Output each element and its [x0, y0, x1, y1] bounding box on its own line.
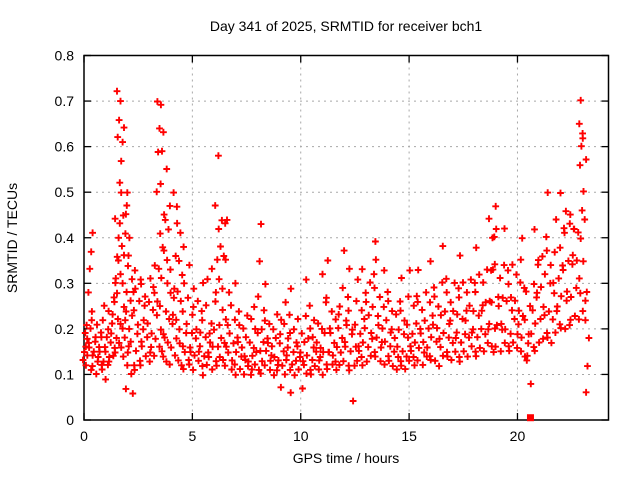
y-tick-label: 0.6 [55, 139, 75, 155]
y-tick-label: 0.8 [55, 48, 75, 64]
y-tick-label: 0.5 [55, 184, 75, 200]
y-tick-label: 0.7 [55, 93, 75, 109]
tick-labels: 0 5 10 15 20 0 0.1 0.2 0.3 0.4 0.5 0.6 0.7 0.8 [55, 48, 526, 445]
y-tick-label: 0 [66, 412, 74, 428]
y-tick-label: 0.2 [55, 321, 75, 337]
data-points-plus-markers [79, 87, 593, 405]
y-tick-label: 0.3 [55, 275, 75, 291]
x-tick-label: 20 [510, 428, 526, 444]
x-tick-label: 10 [293, 428, 309, 444]
x-axis-label: GPS time / hours [293, 450, 400, 466]
y-axis-label: SRMTID / TECUs [4, 183, 20, 293]
grid-lines [84, 55, 609, 420]
y-tick-label: 0.4 [55, 230, 75, 246]
flag-square-marker [526, 414, 534, 422]
x-tick-label: 15 [401, 428, 417, 444]
plot-border [83, 54, 610, 421]
chart-title: Day 341 of 2025, SRMTID for receiver bch… [210, 18, 483, 34]
filled-square-marker [526, 414, 534, 422]
x-tick-label: 5 [188, 428, 196, 444]
y-tick-label: 0.1 [55, 366, 75, 382]
x-tick-label: 0 [80, 428, 88, 444]
